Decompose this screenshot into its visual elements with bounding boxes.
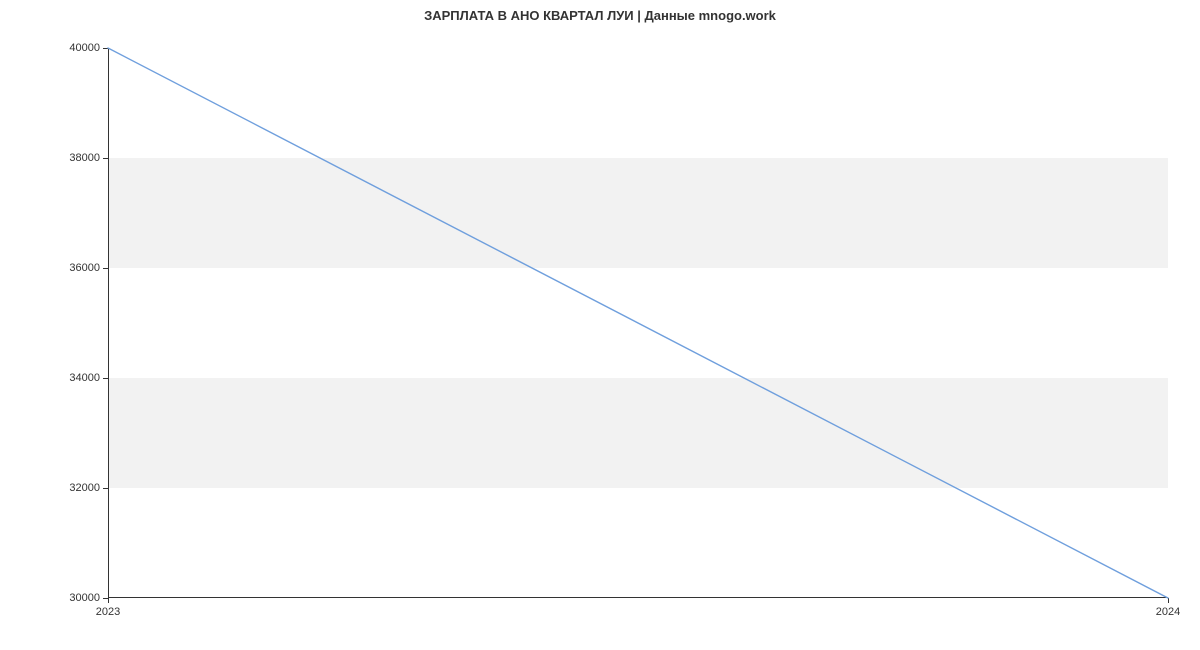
y-tick-label: 38000 bbox=[69, 152, 108, 164]
series-layer bbox=[108, 48, 1168, 598]
y-tick-label: 40000 bbox=[69, 42, 108, 54]
x-tick-label: 2024 bbox=[1156, 598, 1180, 618]
y-tick-label: 34000 bbox=[69, 372, 108, 384]
y-tick-label: 32000 bbox=[69, 482, 108, 494]
plot-area: 30000320003400036000380004000020232024 bbox=[108, 48, 1168, 598]
chart-title: ЗАРПЛАТА В АНО КВАРТАЛ ЛУИ | Данные mnog… bbox=[0, 8, 1200, 23]
series-line-salary bbox=[108, 48, 1168, 598]
chart-container: ЗАРПЛАТА В АНО КВАРТАЛ ЛУИ | Данные mnog… bbox=[0, 0, 1200, 650]
x-tick-label: 2023 bbox=[96, 598, 120, 618]
y-tick-label: 36000 bbox=[69, 262, 108, 274]
